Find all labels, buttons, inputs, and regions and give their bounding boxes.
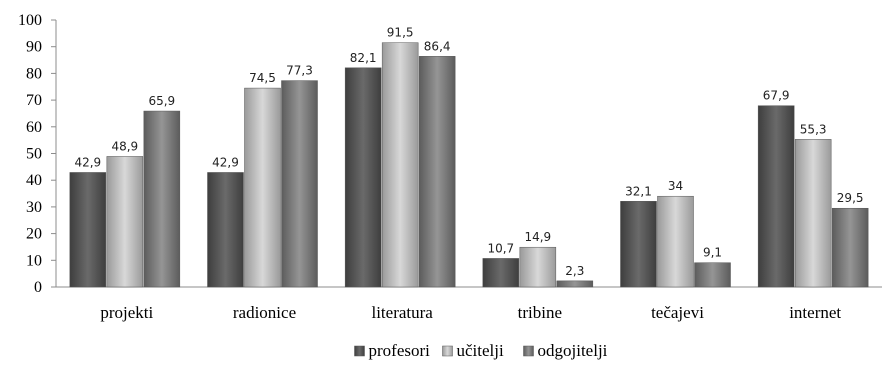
data-label: 48,9	[111, 139, 138, 153]
bar-učitelji-projekti	[106, 156, 144, 288]
y-axis-ticks: 0 10 20 30 40 50 60 70 80 90 100	[18, 12, 56, 296]
bar-profesori-projekti	[69, 172, 107, 288]
data-label: 42,9	[212, 155, 239, 169]
bar-profesori-tečajevi	[620, 201, 657, 288]
data-label: 91,5	[387, 26, 414, 40]
data-label: 14,9	[524, 230, 551, 244]
y-tick-label: 40	[26, 172, 42, 189]
data-label: 67,9	[763, 89, 790, 103]
legend-label: odgojitelji	[538, 341, 608, 360]
data-label: 77,3	[286, 64, 313, 78]
y-tick-label: 20	[26, 226, 42, 243]
bar-profesori-literatura	[344, 67, 382, 288]
data-label: 42,9	[74, 155, 101, 169]
y-tick-label: 0	[34, 279, 42, 296]
bar-odgojitelji-tribine	[556, 280, 594, 288]
legend-label: profesori	[369, 341, 431, 360]
bar-učitelji-literatura	[381, 42, 419, 288]
bar-profesori-radionice	[207, 172, 244, 288]
y-tick-label: 30	[26, 199, 42, 216]
data-label: 2,3	[565, 264, 584, 278]
bar-učitelji-tribine	[519, 246, 557, 288]
category-label: literatura	[371, 303, 433, 322]
legend-label: učitelji	[457, 341, 504, 360]
category-label: tečajevi	[651, 303, 704, 322]
category-label: radionice	[233, 303, 296, 322]
bar-učitelji-radionice	[244, 87, 281, 288]
bars	[69, 42, 869, 288]
bar-odgojitelji-tečajevi	[694, 262, 731, 288]
legend-swatch	[523, 345, 534, 357]
data-label: 65,9	[148, 94, 175, 108]
bar-učitelji-internet	[794, 139, 832, 288]
data-label: 9,1	[703, 246, 722, 260]
bar-profesori-tribine	[482, 258, 520, 288]
data-label: 82,1	[350, 51, 377, 65]
bar-učitelji-tečajevi	[657, 195, 694, 288]
data-label: 29,5	[837, 191, 864, 205]
y-tick-label: 60	[26, 119, 42, 136]
data-label: 34	[668, 179, 683, 193]
data-label: 10,7	[487, 241, 514, 255]
data-label: 32,1	[625, 184, 652, 198]
y-tick-label: 90	[26, 39, 42, 56]
bar-profesori-internet	[757, 105, 795, 288]
bar-odgojitelji-radionice	[281, 80, 318, 288]
data-label: 55,3	[800, 122, 827, 136]
y-tick-label: 50	[26, 146, 42, 163]
legend: profesori učitelji odgojitelji	[354, 341, 608, 360]
data-labels: 42,9 48,9 65,9 42,9 74,5 77,3 82,1 91,5 86,4 10,7…	[74, 26, 863, 278]
y-tick-label: 80	[26, 65, 42, 82]
y-tick-label: 100	[18, 12, 42, 29]
legend-swatch	[442, 345, 453, 357]
bar-odgojitelji-projekti	[143, 110, 181, 288]
category-label: projekti	[100, 303, 153, 322]
y-tick-label: 10	[26, 252, 42, 269]
legend-swatch	[354, 345, 365, 357]
category-label: internet	[789, 303, 841, 322]
bar-odgojitelji-internet	[831, 207, 869, 288]
data-label: 74,5	[249, 71, 276, 85]
category-labels: projekti radionice literatura tribine tečaje…	[100, 303, 841, 322]
y-tick-label: 70	[26, 92, 42, 109]
category-label: tribine	[518, 303, 562, 322]
bar-odgojitelji-literatura	[418, 56, 456, 288]
data-label: 86,4	[424, 39, 451, 53]
